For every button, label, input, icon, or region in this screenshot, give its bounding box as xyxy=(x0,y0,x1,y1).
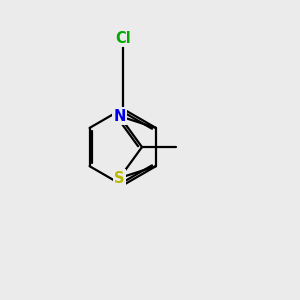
Text: Cl: Cl xyxy=(115,31,130,46)
Text: S: S xyxy=(114,170,125,185)
Text: N: N xyxy=(113,109,126,124)
